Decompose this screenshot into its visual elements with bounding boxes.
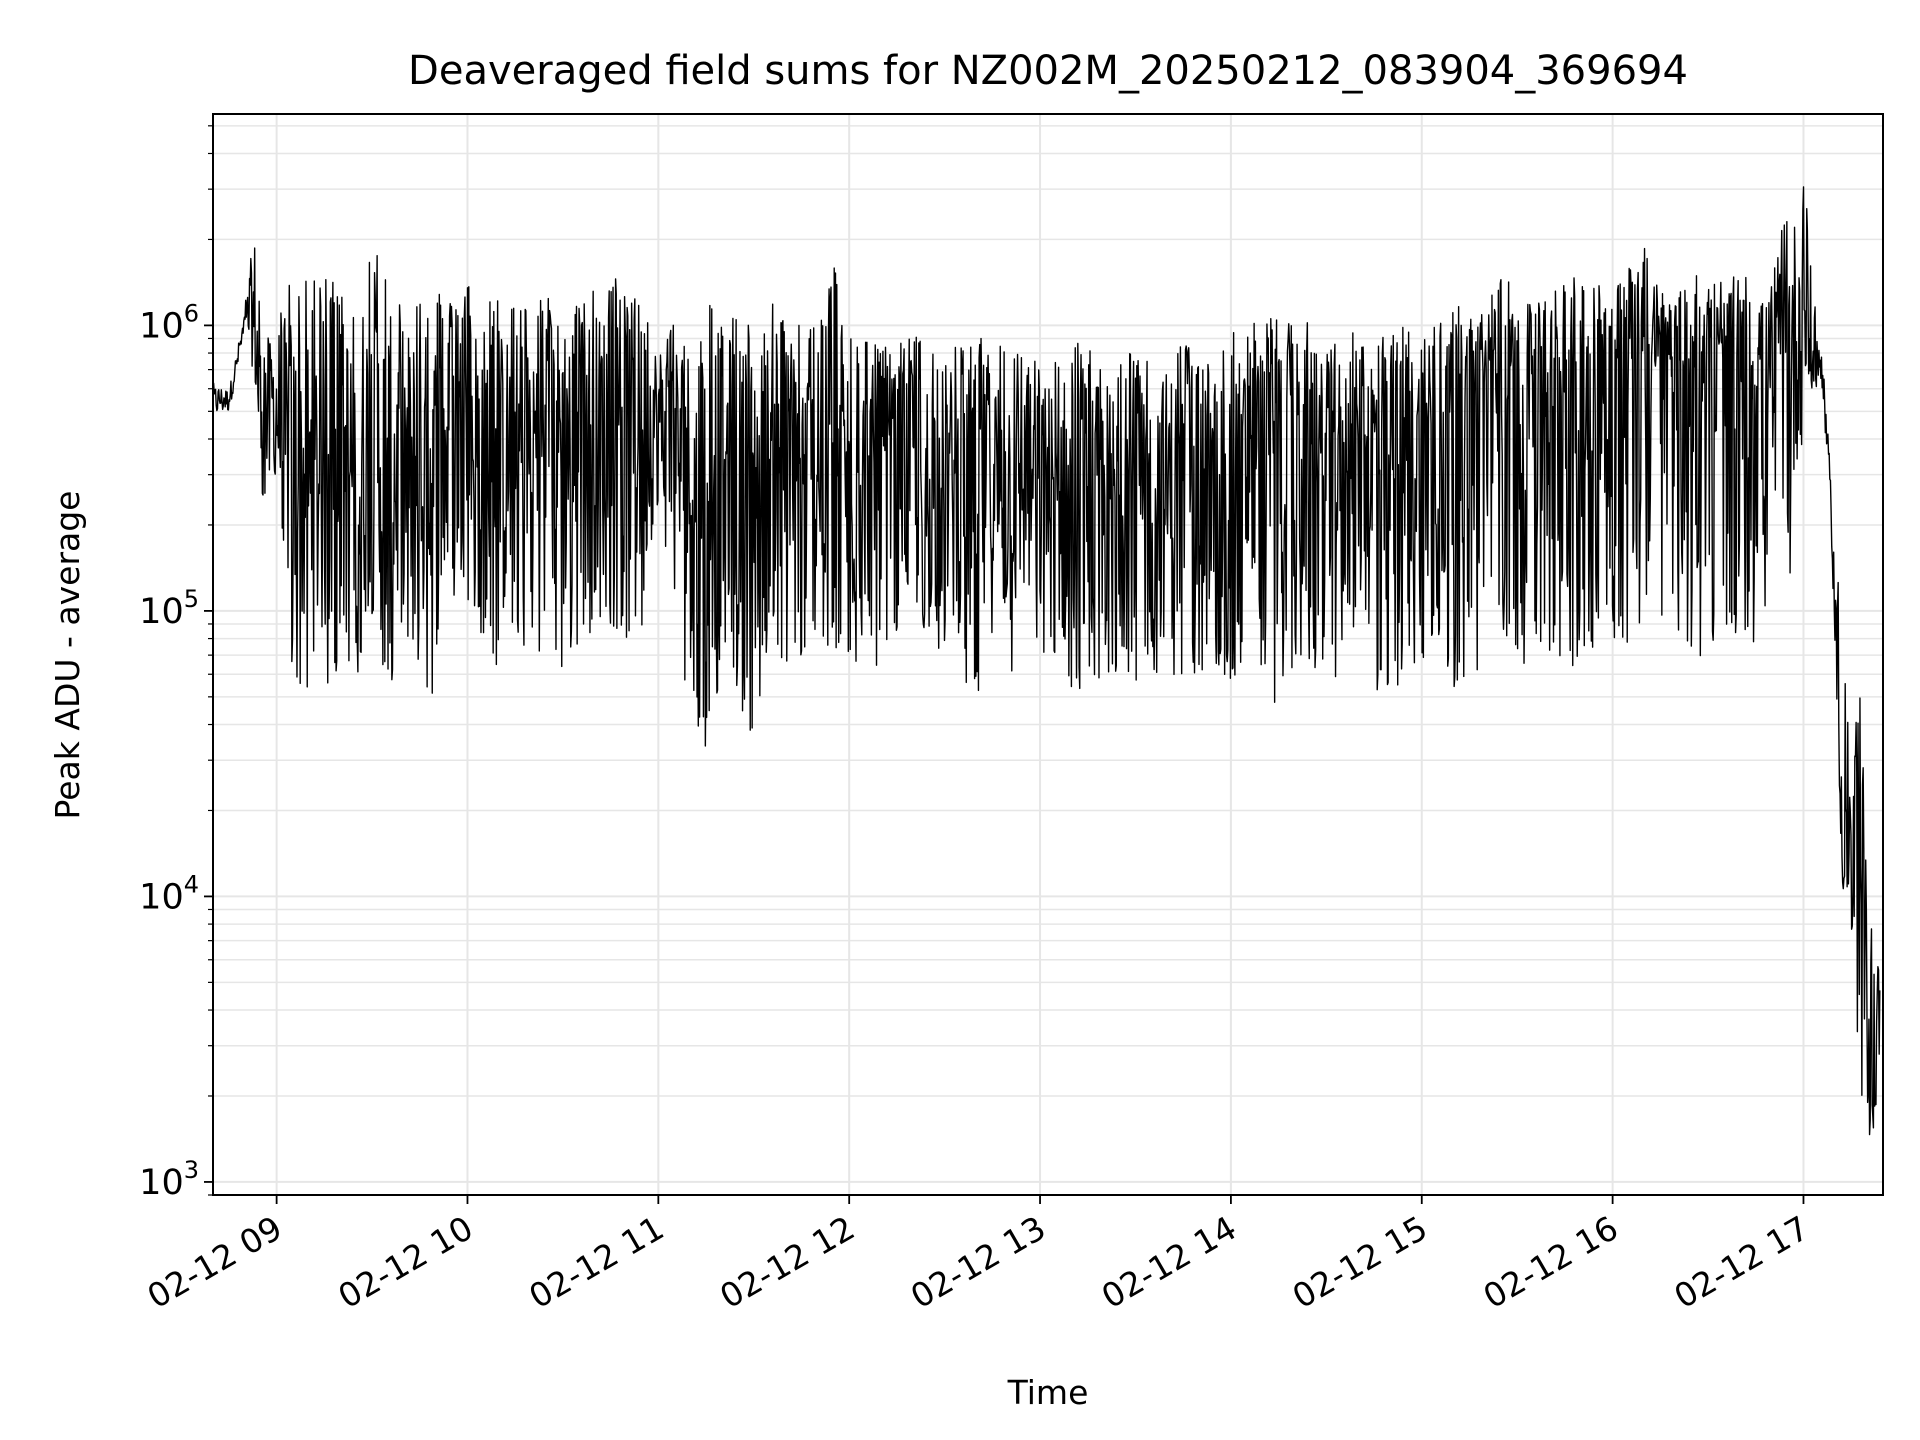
y-tick-base: 10 xyxy=(139,306,184,346)
y-tick-exponent: 5 xyxy=(184,585,199,613)
y-tick-label: 104 xyxy=(139,870,199,917)
y-tick-exponent: 4 xyxy=(184,870,199,898)
y-tick-label: 103 xyxy=(139,1156,199,1203)
chart-title: Deaveraged field sums for NZ002M_2025021… xyxy=(408,48,1688,94)
y-tick-base: 10 xyxy=(139,592,184,632)
y-tick-exponent: 3 xyxy=(184,1156,199,1184)
y-tick-base: 10 xyxy=(139,1163,184,1203)
series-group xyxy=(212,186,1881,1136)
y-tick-label: 105 xyxy=(139,585,199,632)
y-tick-label: 106 xyxy=(139,299,199,346)
x-axis-label: Time xyxy=(1007,1373,1089,1412)
y-tick-exponent: 6 xyxy=(184,299,199,327)
plot-frame xyxy=(212,113,1884,1196)
y-tick-base: 10 xyxy=(139,877,184,917)
series-line xyxy=(212,186,1881,1136)
y-axis-label: Peak ADU - average xyxy=(48,491,87,820)
